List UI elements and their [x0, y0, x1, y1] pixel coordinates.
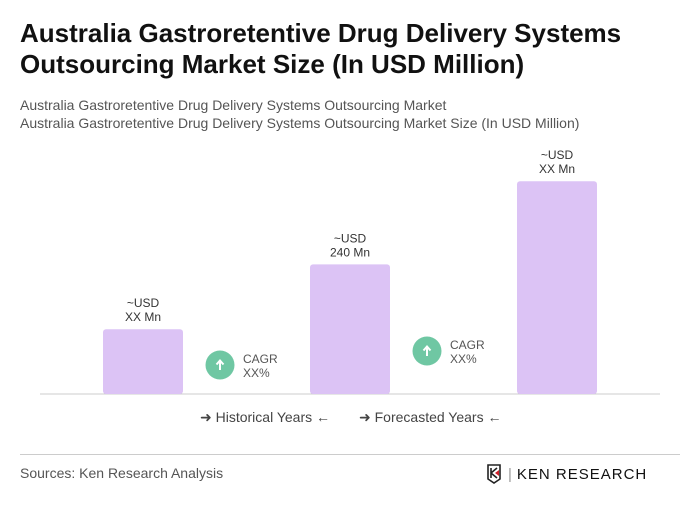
bar-label: XX Mn	[125, 310, 161, 324]
bar-label: ~USD	[541, 148, 574, 162]
cagr-value: XX%	[450, 352, 477, 366]
cagr-label: CAGR	[243, 352, 278, 366]
legend-forecasted: ➜ Forecasted Years ←	[359, 409, 502, 425]
legend-forecasted-label: Forecasted Years	[374, 409, 484, 425]
arrow-up-icon	[422, 344, 432, 356]
legend-historical-label: Historical Years	[215, 409, 313, 425]
bar-label: ~USD	[334, 231, 367, 245]
bar-label: XX Mn	[539, 162, 575, 176]
bar	[103, 329, 183, 394]
divider	[20, 454, 680, 455]
bar-label: 240 Mn	[330, 245, 370, 259]
page-title: Australia Gastroretentive Drug Delivery …	[20, 18, 622, 79]
bar-label: ~USD	[127, 296, 160, 310]
cagr-label: CAGR	[450, 338, 485, 352]
ken-research-logo: | KEN RESEARCH	[486, 464, 647, 484]
sources: Sources: Ken Research Analysis	[20, 465, 224, 481]
logo-icon	[487, 464, 501, 484]
bar	[517, 181, 597, 394]
bar	[310, 264, 390, 394]
logo-text: KEN RESEARCH	[516, 465, 648, 483]
legend-historical: ➜ Historical Years ←	[200, 409, 331, 425]
arrow-up-icon	[215, 358, 225, 370]
subtitle-2: Australia Gastroretentive Drug Delivery …	[20, 115, 580, 131]
subtitle: Australia Gastroretentive Drug Delivery …	[20, 97, 447, 113]
cagr-value: XX%	[243, 366, 270, 380]
